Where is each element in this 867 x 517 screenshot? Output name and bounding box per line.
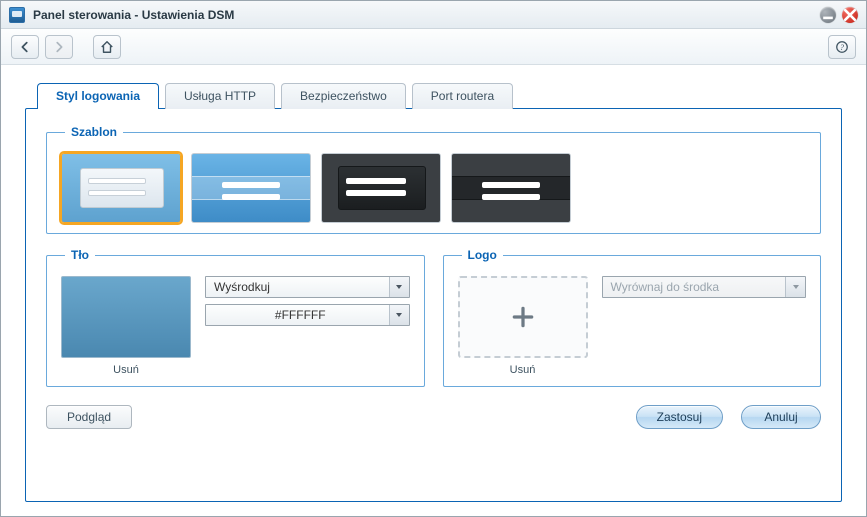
template-option-4[interactable] (451, 153, 571, 223)
template-option-1[interactable] (61, 153, 181, 223)
tab-panel: Szablon (25, 108, 842, 502)
template-option-3[interactable] (321, 153, 441, 223)
chevron-down-icon (389, 277, 409, 297)
tab-login-style[interactable]: Styl logowania (37, 83, 159, 109)
arrow-left-icon (18, 40, 32, 54)
tab-label: Port routera (431, 89, 494, 103)
chevron-down-icon (785, 277, 805, 297)
window-title: Panel sterowania - Ustawienia DSM (33, 8, 234, 22)
arrow-right-icon (52, 40, 66, 54)
background-group: Tło Usuń Wyśrodkuj #FFFFFF (46, 248, 425, 387)
panel-footer: Podgląd Zastosuj Anuluj (46, 405, 821, 429)
svg-text:?: ? (840, 43, 844, 52)
help-icon: ? (835, 40, 849, 54)
logo-legend: Logo (462, 248, 503, 262)
background-legend: Tło (65, 248, 95, 262)
select-value: Wyśrodkuj (214, 280, 270, 294)
toolbar: ? (1, 29, 866, 65)
tab-bar: Styl logowania Usługa HTTP Bezpieczeństw… (37, 83, 842, 109)
background-logo-row: Tło Usuń Wyśrodkuj #FFFFFF (46, 248, 821, 387)
logo-group: Logo Usuń Wyrównaj do środka (443, 248, 822, 387)
template-group: Szablon (46, 125, 821, 234)
select-value: #FFFFFF (214, 308, 387, 322)
background-remove-link[interactable]: Usuń (61, 364, 191, 376)
tab-label: Bezpieczeństwo (300, 89, 387, 103)
home-button[interactable] (93, 35, 121, 59)
tab-http-service[interactable]: Usługa HTTP (165, 83, 275, 109)
control-panel-window: Panel sterowania - Ustawienia DSM ? Styl… (0, 0, 867, 517)
background-preview[interactable] (61, 276, 191, 358)
plus-icon (510, 304, 536, 330)
logo-align-select[interactable]: Wyrównaj do środka (602, 276, 807, 298)
button-label: Zastosuj (657, 410, 702, 424)
logo-remove-link[interactable]: Usuń (458, 364, 588, 376)
template-legend: Szablon (65, 125, 123, 139)
logo-preview-wrap: Usuń (458, 276, 588, 376)
content-area: Styl logowania Usługa HTTP Bezpieczeństw… (1, 65, 866, 516)
logo-dropzone[interactable] (458, 276, 588, 358)
minimize-icon[interactable] (820, 7, 836, 23)
button-label: Anuluj (764, 410, 797, 424)
tab-label: Styl logowania (56, 89, 140, 103)
template-list (61, 153, 806, 223)
select-value: Wyrównaj do środka (611, 280, 720, 294)
tab-label: Usługa HTTP (184, 89, 256, 103)
close-icon[interactable] (842, 7, 858, 23)
forward-button[interactable] (45, 35, 73, 59)
background-color-select[interactable]: #FFFFFF (205, 304, 410, 326)
help-button[interactable]: ? (828, 35, 856, 59)
button-label: Podgląd (67, 410, 111, 424)
home-icon (100, 40, 114, 54)
cancel-button[interactable]: Anuluj (741, 405, 821, 429)
preview-button[interactable]: Podgląd (46, 405, 132, 429)
tab-security[interactable]: Bezpieczeństwo (281, 83, 406, 109)
template-option-2[interactable] (191, 153, 311, 223)
app-icon (9, 7, 25, 23)
apply-button[interactable]: Zastosuj (636, 405, 723, 429)
background-position-select[interactable]: Wyśrodkuj (205, 276, 410, 298)
background-preview-wrap: Usuń (61, 276, 191, 376)
back-button[interactable] (11, 35, 39, 59)
titlebar: Panel sterowania - Ustawienia DSM (1, 1, 866, 29)
chevron-down-icon (389, 305, 409, 325)
tab-router-port[interactable]: Port routera (412, 83, 513, 109)
